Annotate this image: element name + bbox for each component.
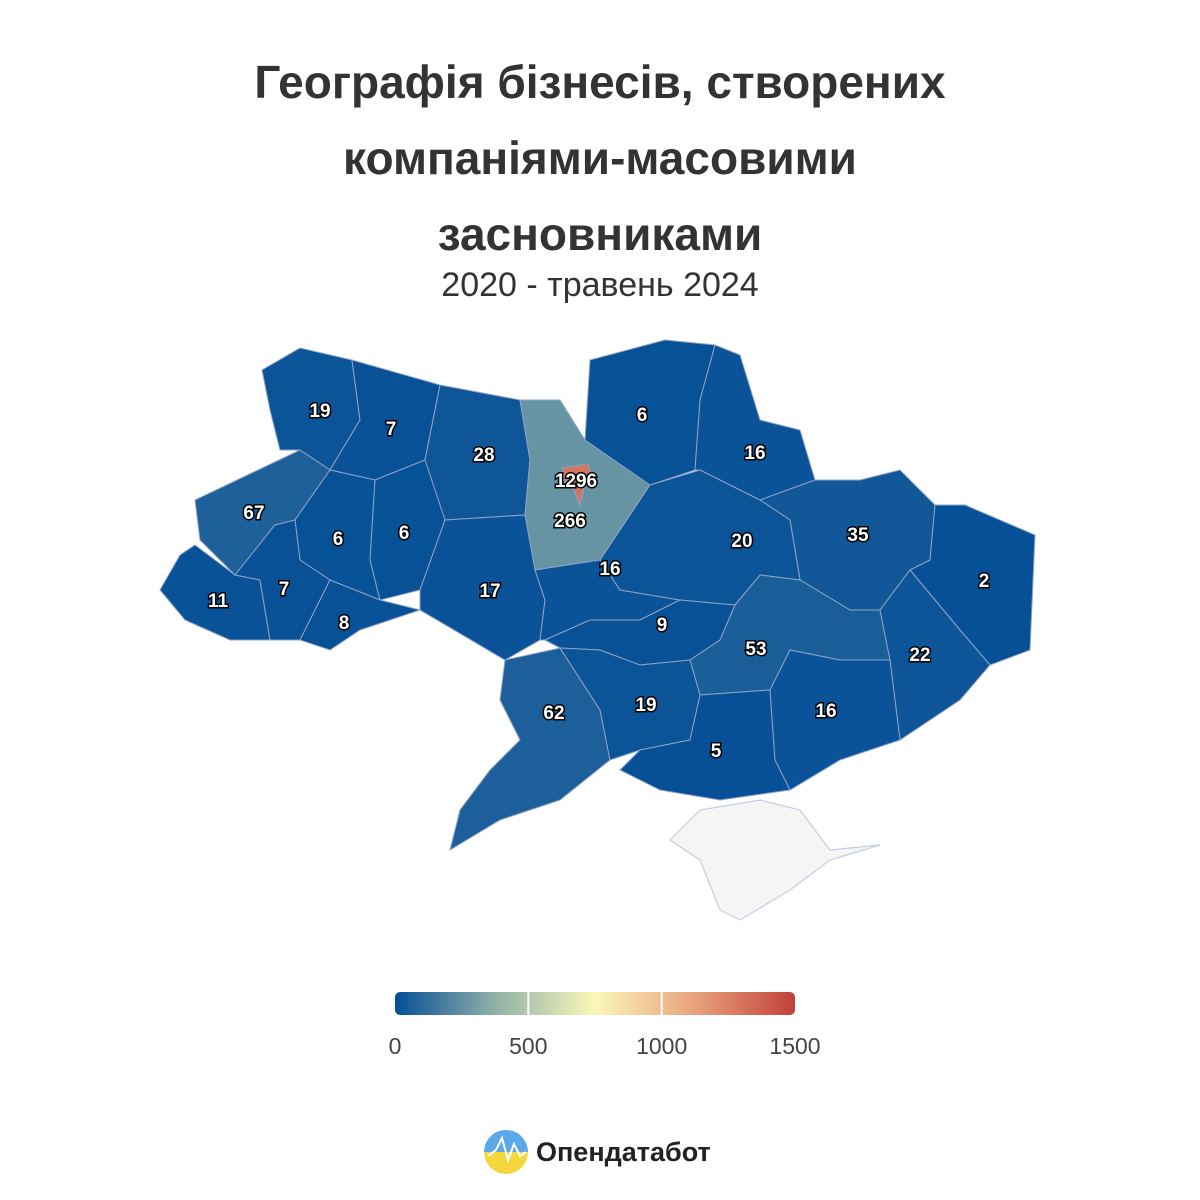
value-label: 5	[711, 741, 722, 762]
value-label: 19	[635, 695, 656, 716]
logo-wave	[487, 1135, 527, 1164]
colorbar-tick-label: 1500	[769, 1033, 820, 1059]
value-label: 16	[815, 701, 836, 722]
value-label: 17	[479, 581, 500, 602]
colorbar-tick-label: 1000	[636, 1033, 687, 1059]
value-label: 22	[909, 645, 930, 666]
value-label: 6	[333, 529, 344, 550]
value-label: 6	[399, 523, 410, 544]
value-label: 20	[731, 531, 752, 552]
region	[299, 579, 422, 651]
logo-text: Опендатабот	[536, 1137, 711, 1167]
value-label: 53	[745, 639, 766, 660]
value-label: 8	[339, 613, 350, 634]
value-label: 35	[847, 525, 869, 546]
region	[561, 463, 593, 507]
colorbar	[395, 992, 795, 1015]
value-label: 266	[554, 511, 586, 532]
value-label: 11	[208, 591, 229, 612]
colorbar-tick-label: 500	[509, 1033, 547, 1059]
region	[769, 649, 901, 791]
value-label: 62	[543, 703, 564, 724]
chart-subtitle: 2020 - травень 2024	[441, 266, 759, 304]
value-label: 7	[386, 419, 397, 440]
value-label: 7	[279, 579, 290, 600]
chart-title: Географія бізнесів, створених компаніями…	[254, 56, 946, 260]
crimea	[669, 799, 881, 921]
colorbar-tick-label: 0	[389, 1033, 402, 1059]
value-label: 28	[473, 445, 494, 466]
value-label: 67	[243, 503, 264, 524]
value-label: 6	[637, 405, 648, 426]
value-label: 16	[599, 559, 620, 580]
value-label: 2	[979, 571, 990, 592]
value-label: 1296	[555, 471, 597, 492]
value-label: 9	[657, 615, 668, 636]
value-label: 19	[309, 401, 330, 422]
value-label: 16	[744, 443, 765, 464]
